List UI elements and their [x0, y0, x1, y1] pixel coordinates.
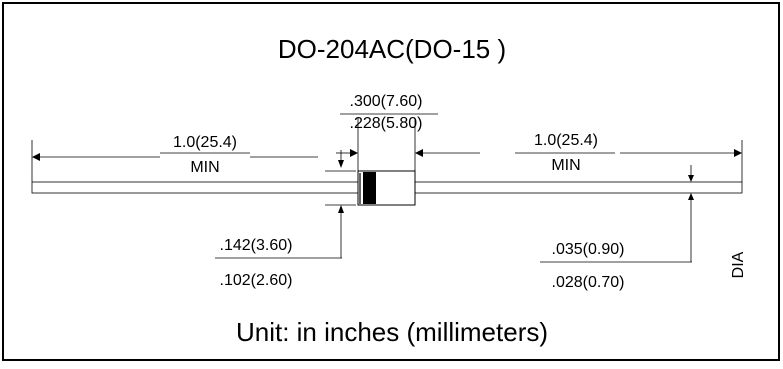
lead-diameter-min: .028(0.70)	[552, 274, 625, 291]
right-lead-length-qualifier: MIN	[551, 157, 580, 174]
left-lead-length-qualifier: MIN	[190, 159, 219, 176]
body-diameter-min: .102(2.60)	[220, 272, 293, 289]
lead-diameter-suffix: DIA	[730, 251, 747, 278]
lead-diameter-max: .035(0.90)	[552, 241, 625, 258]
cathode-band	[363, 172, 376, 204]
body-length-max: .300(7.60)	[350, 93, 423, 110]
left-lead-arrowhead	[32, 153, 40, 161]
left-lead-pointer-head	[338, 160, 344, 168]
body-length-min: .228(5.80)	[350, 115, 423, 132]
right-lead-arrowhead	[734, 149, 742, 157]
body-diameter-max: .142(3.60)	[220, 237, 293, 254]
drawing-frame	[2, 2, 780, 361]
left-lead-length-value: 1.0(25.4)	[173, 134, 237, 151]
drawing-title: DO-204AC(DO-15 )	[278, 34, 506, 64]
body-dia-arrowhead	[338, 205, 344, 213]
body-length-arrowhead-left	[350, 149, 358, 157]
right-lead-length-value: 1.0(25.4)	[534, 132, 598, 149]
body-length-arrowhead-right	[415, 149, 423, 157]
lead-dia-arrowhead-top	[688, 175, 694, 182]
unit-note: Unit: in inches (millimeters)	[236, 317, 548, 347]
lead-dia-arrowhead-bottom	[688, 193, 694, 200]
